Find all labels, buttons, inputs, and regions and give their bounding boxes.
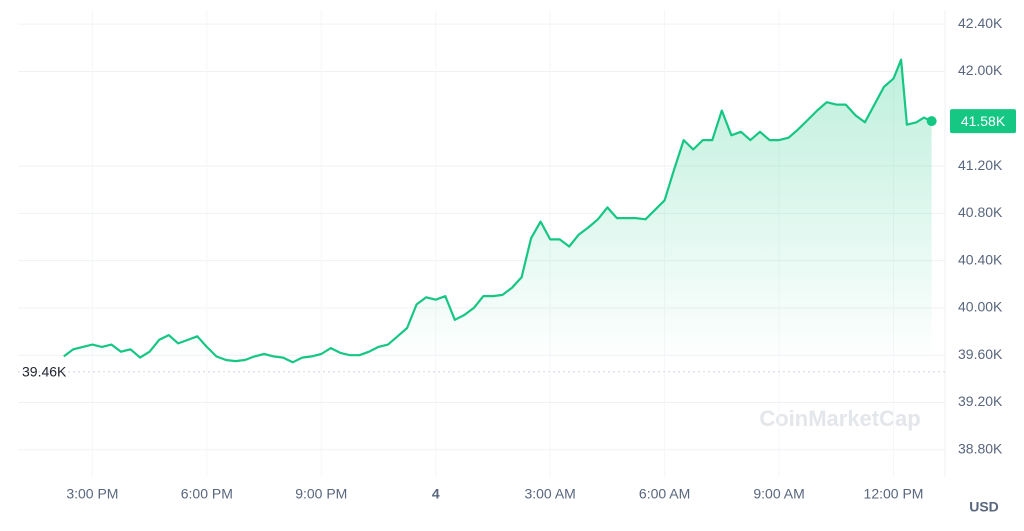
x-tick-label: 6:00 PM: [181, 486, 233, 502]
y-tick-label: 39.60K: [958, 346, 1003, 362]
x-tick-label: 9:00 PM: [295, 486, 347, 502]
current-dot: [926, 116, 937, 127]
y-tick-label: 41.20K: [958, 157, 1003, 173]
y-tick-label: 42.40K: [958, 15, 1003, 31]
y-tick-label: 40.00K: [958, 299, 1003, 315]
y-tick-label: 38.80K: [958, 441, 1003, 457]
y-tick-label: 39.20K: [958, 393, 1003, 409]
y-tick-label: 42.00K: [958, 62, 1003, 78]
y-tick-label: 40.80K: [958, 204, 1003, 220]
price-line: [63, 58, 933, 364]
x-tick-label: 3:00 AM: [524, 486, 575, 502]
x-tick-label: 3:00 PM: [66, 486, 118, 502]
x-tick-label: 9:00 AM: [753, 486, 804, 502]
current-label: 41.58K: [961, 113, 1006, 129]
x-tick-label: 4: [432, 486, 440, 502]
y-axis-label: USD: [969, 499, 999, 515]
y-tick-label: 40.40K: [958, 251, 1003, 267]
x-tick-label: 6:00 AM: [639, 486, 690, 502]
watermark: CoinMarketCap: [759, 406, 920, 431]
x-tick-label: 12:00 PM: [864, 486, 924, 502]
current-badge: [950, 109, 1016, 134]
price-area: [63, 59, 932, 363]
reference-label: 39.46K: [22, 363, 67, 379]
